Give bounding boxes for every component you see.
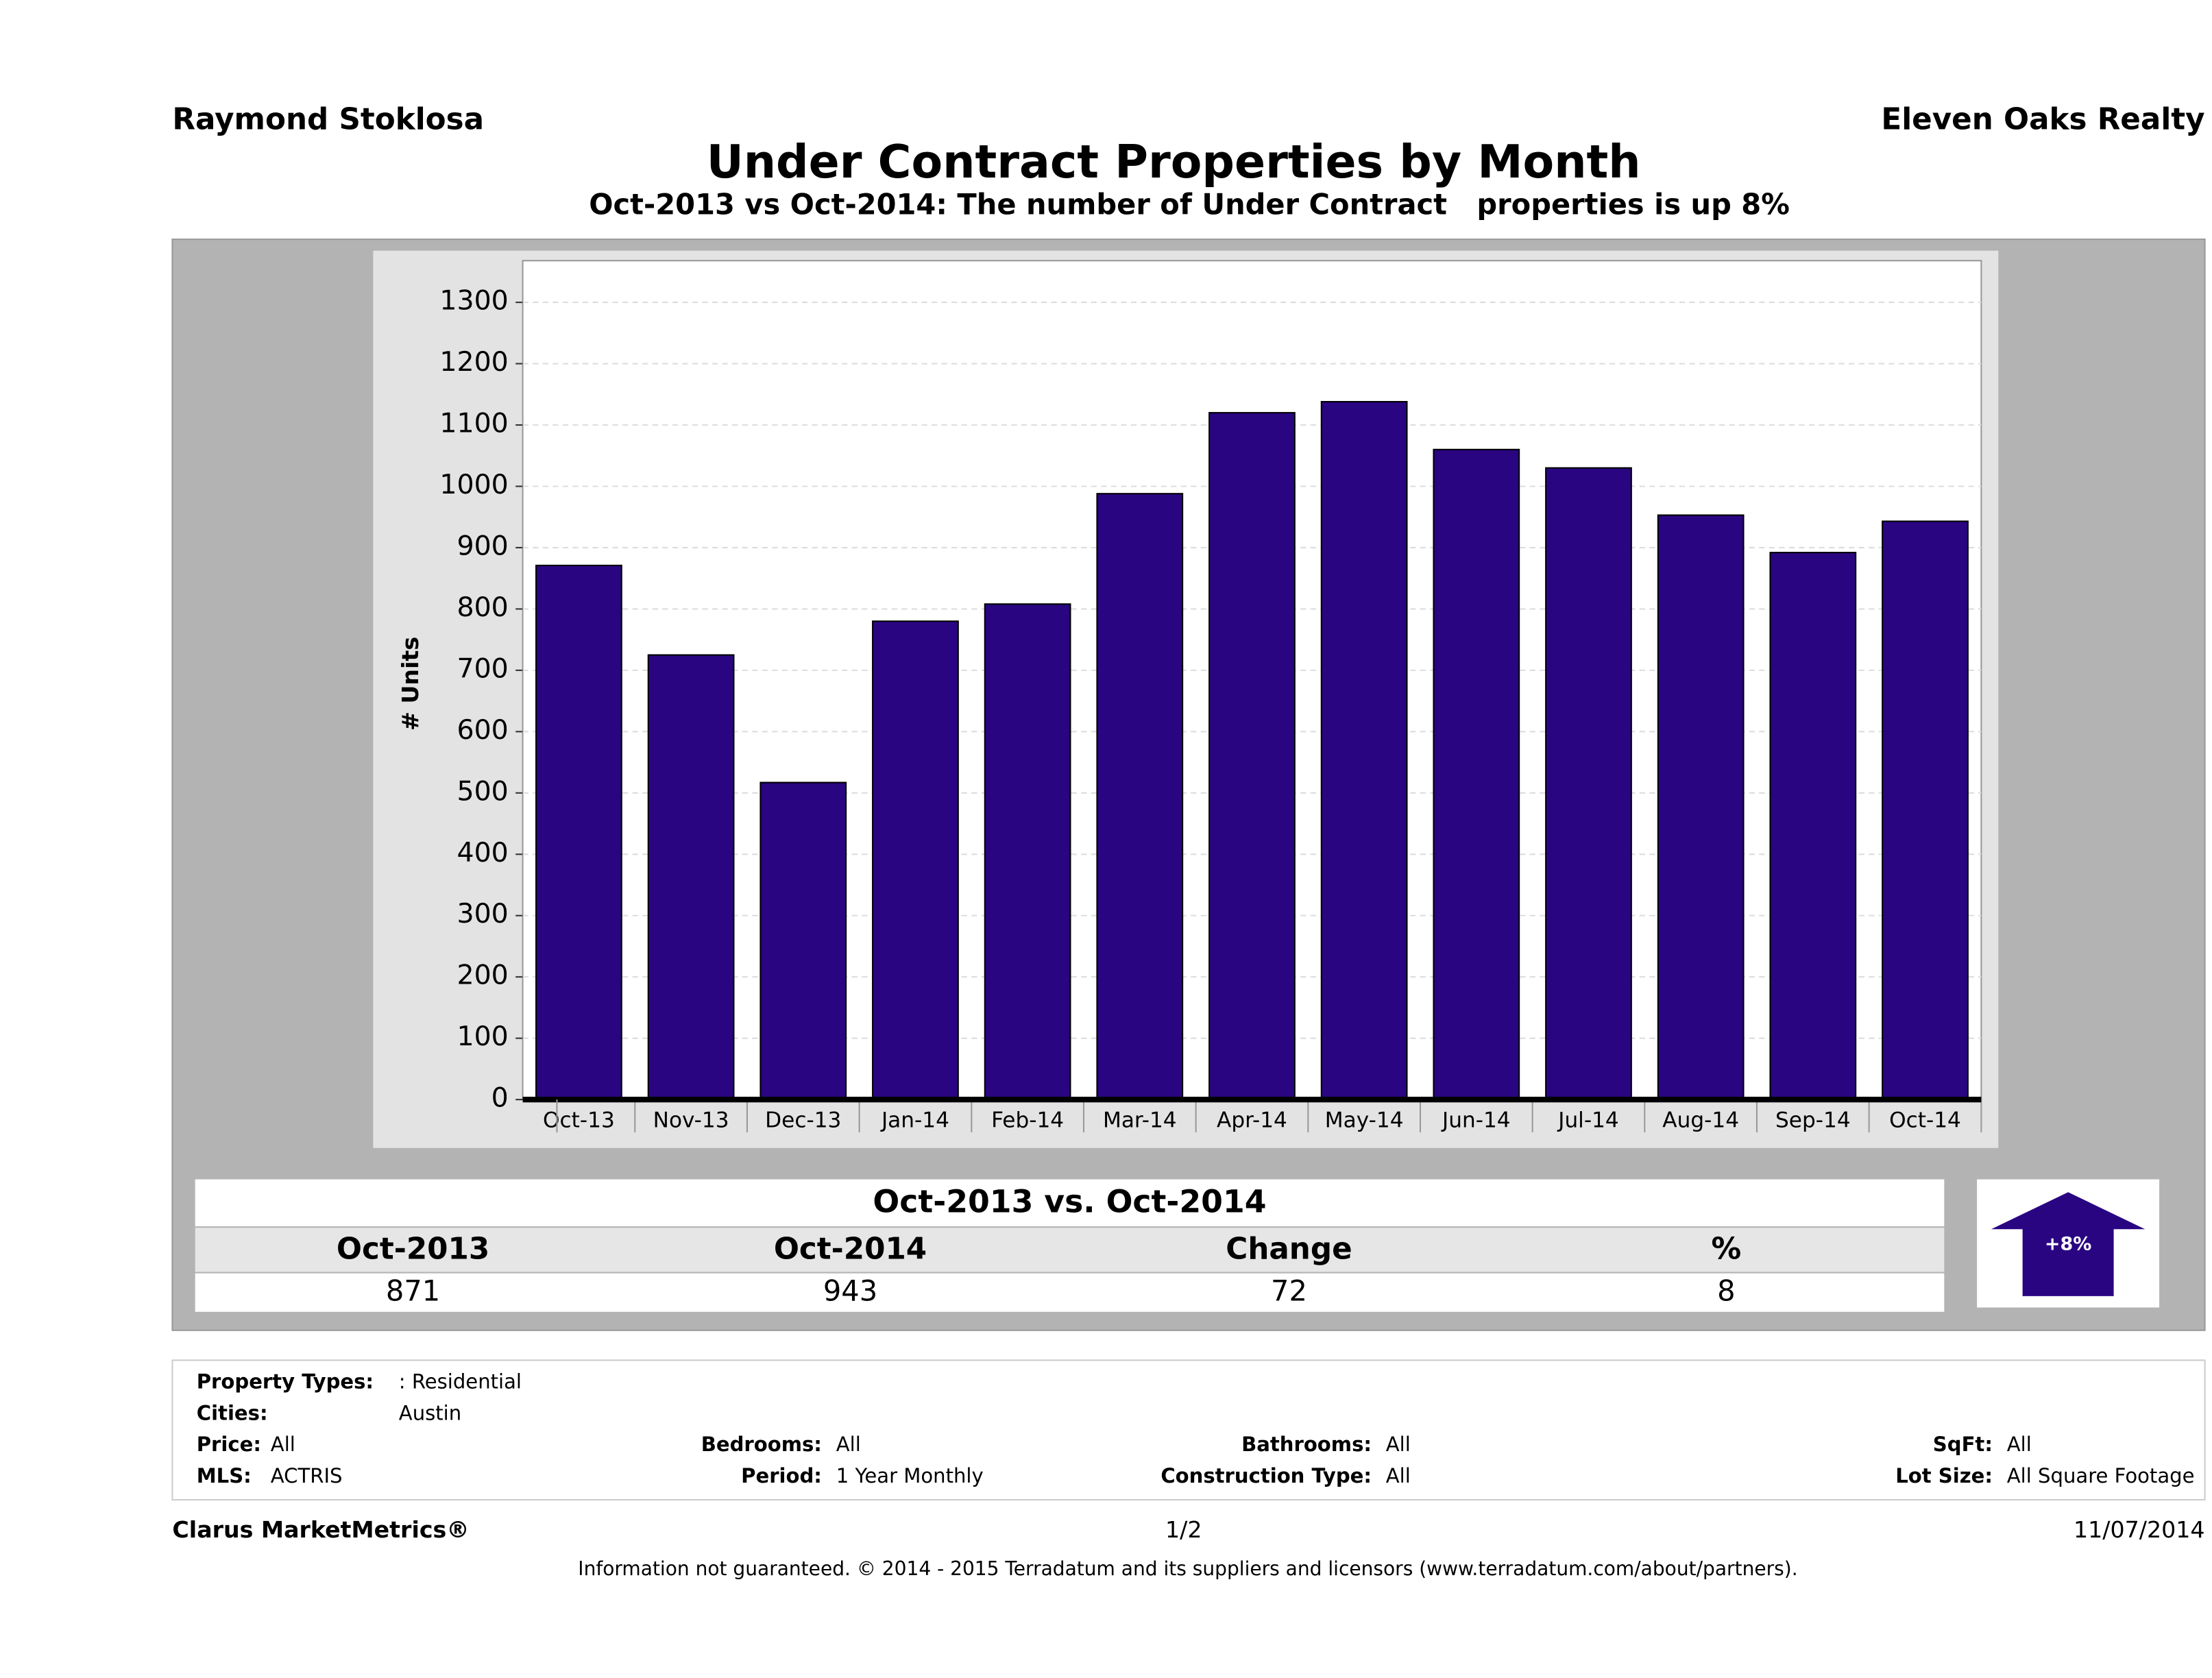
- y-tick-label: 800: [457, 592, 508, 623]
- summary-value: 8: [1717, 1274, 1735, 1308]
- filter-label: SqFt:: [1933, 1433, 1993, 1456]
- x-tick-label: Mar-14: [1103, 1108, 1177, 1132]
- filters-box: [171, 1359, 2206, 1501]
- filter-label: Lot Size:: [1895, 1464, 1993, 1487]
- y-tick-label: 1100: [439, 408, 508, 439]
- footer-page: 1/2: [1165, 1516, 1202, 1543]
- filter-label: Bathrooms:: [1241, 1433, 1372, 1456]
- y-tick-label: 500: [457, 775, 508, 807]
- plot: 0 100 200 300 400 500 600 700 800 900 1000 1100 1200…: [439, 285, 1982, 1132]
- badge-label: +8%: [2045, 1234, 2091, 1255]
- bar: [1545, 467, 1632, 1101]
- y-tick-label: 700: [457, 653, 508, 684]
- x-tick-label: Nov-13: [653, 1108, 729, 1132]
- filter-value: ACTRIS: [271, 1464, 343, 1487]
- x-tick-label: Feb-14: [991, 1108, 1064, 1132]
- bar: [984, 603, 1071, 1101]
- chart-title: Under Contract Properties by Month: [707, 135, 1641, 189]
- x-tick-label: Apr-14: [1217, 1108, 1287, 1132]
- y-tick-label: 200: [457, 960, 508, 991]
- x-tick-label: Jun-14: [1441, 1108, 1511, 1132]
- filter-value: All: [836, 1433, 861, 1456]
- x-tick-label: Jan-14: [880, 1108, 949, 1132]
- filter-value: All: [2007, 1433, 2032, 1456]
- x-tick-label: Oct-13: [543, 1108, 615, 1132]
- bar: [647, 654, 735, 1101]
- y-tick-label: 0: [491, 1082, 509, 1114]
- filter-value: All Square Footage: [2007, 1464, 2195, 1487]
- summary-title: Oct-2013 vs. Oct-2014: [873, 1183, 1266, 1219]
- y-tick-label: 1000: [439, 469, 508, 500]
- x-tick-label: Oct-14: [1889, 1108, 1961, 1132]
- bar: [872, 620, 959, 1101]
- filter-value: : Residential: [399, 1370, 522, 1394]
- y-tick-label: 1300: [439, 285, 508, 317]
- summary-value: 72: [1271, 1274, 1307, 1308]
- bar: [1208, 412, 1296, 1101]
- up-arrow: [1991, 1192, 2146, 1296]
- filter-value: All: [1386, 1464, 1411, 1487]
- summary-header: Oct-2014: [774, 1232, 927, 1266]
- filter-value: Austin: [399, 1401, 461, 1424]
- filter-label: Property Types:: [197, 1370, 374, 1394]
- y-tick-label: 300: [457, 898, 508, 929]
- chart-subtitle: Oct-2013 vs Oct-2014: The number of Unde…: [589, 187, 1790, 221]
- bar: [1096, 493, 1184, 1101]
- summary-value: 943: [823, 1274, 877, 1308]
- summary-title-row: [195, 1179, 1945, 1227]
- filter-label: Bedrooms:: [701, 1433, 822, 1456]
- bar: [1433, 448, 1520, 1101]
- y-tick-label: 100: [457, 1021, 508, 1052]
- y-axis-label: # Units: [397, 637, 424, 731]
- summary-value: 871: [386, 1274, 440, 1308]
- bar: [1882, 520, 1969, 1101]
- footer-note: Information not guaranteed. © 2014 - 201…: [578, 1557, 1797, 1580]
- x-tick-label: Dec-13: [765, 1108, 841, 1132]
- y-tick-label: 600: [457, 714, 508, 746]
- x-tick-label: Jul-14: [1557, 1108, 1618, 1132]
- summary-header-row: [195, 1228, 1945, 1272]
- summary-header: Change: [1226, 1232, 1352, 1266]
- x-tick-label: Aug-14: [1662, 1108, 1739, 1132]
- summary-header: %: [1712, 1232, 1742, 1266]
- y-tick-label: 400: [457, 837, 508, 868]
- bar: [535, 564, 622, 1101]
- filter-label: Period:: [741, 1464, 822, 1487]
- bar: [1320, 400, 1408, 1101]
- footer-date: 11/07/2014: [2074, 1516, 2205, 1543]
- x-tick-label: May-14: [1325, 1108, 1404, 1132]
- summary-header: Oct-2013: [337, 1232, 489, 1266]
- y-tick-label: 900: [457, 530, 508, 561]
- filter-label: Construction Type:: [1160, 1464, 1372, 1487]
- filter-label: MLS:: [197, 1464, 252, 1487]
- filter-value: All: [271, 1433, 295, 1456]
- filter-label: Cities:: [197, 1401, 268, 1424]
- bar: [1769, 552, 1857, 1101]
- footer-brand: Clarus MarketMetrics®: [172, 1516, 469, 1543]
- filter-value: All: [1386, 1433, 1411, 1456]
- bar: [759, 781, 847, 1101]
- y-tick-label: 1200: [439, 346, 508, 378]
- filter-value: 1 Year Monthly: [836, 1464, 984, 1487]
- summary-value-row: [195, 1273, 1945, 1312]
- agent-name: Raymond Stoklosa: [172, 103, 484, 137]
- filter-label: Price:: [197, 1433, 261, 1456]
- bar: [1657, 514, 1745, 1101]
- company-name: Eleven Oaks Realty: [1881, 103, 2204, 137]
- x-tick-label: Sep-14: [1775, 1108, 1851, 1132]
